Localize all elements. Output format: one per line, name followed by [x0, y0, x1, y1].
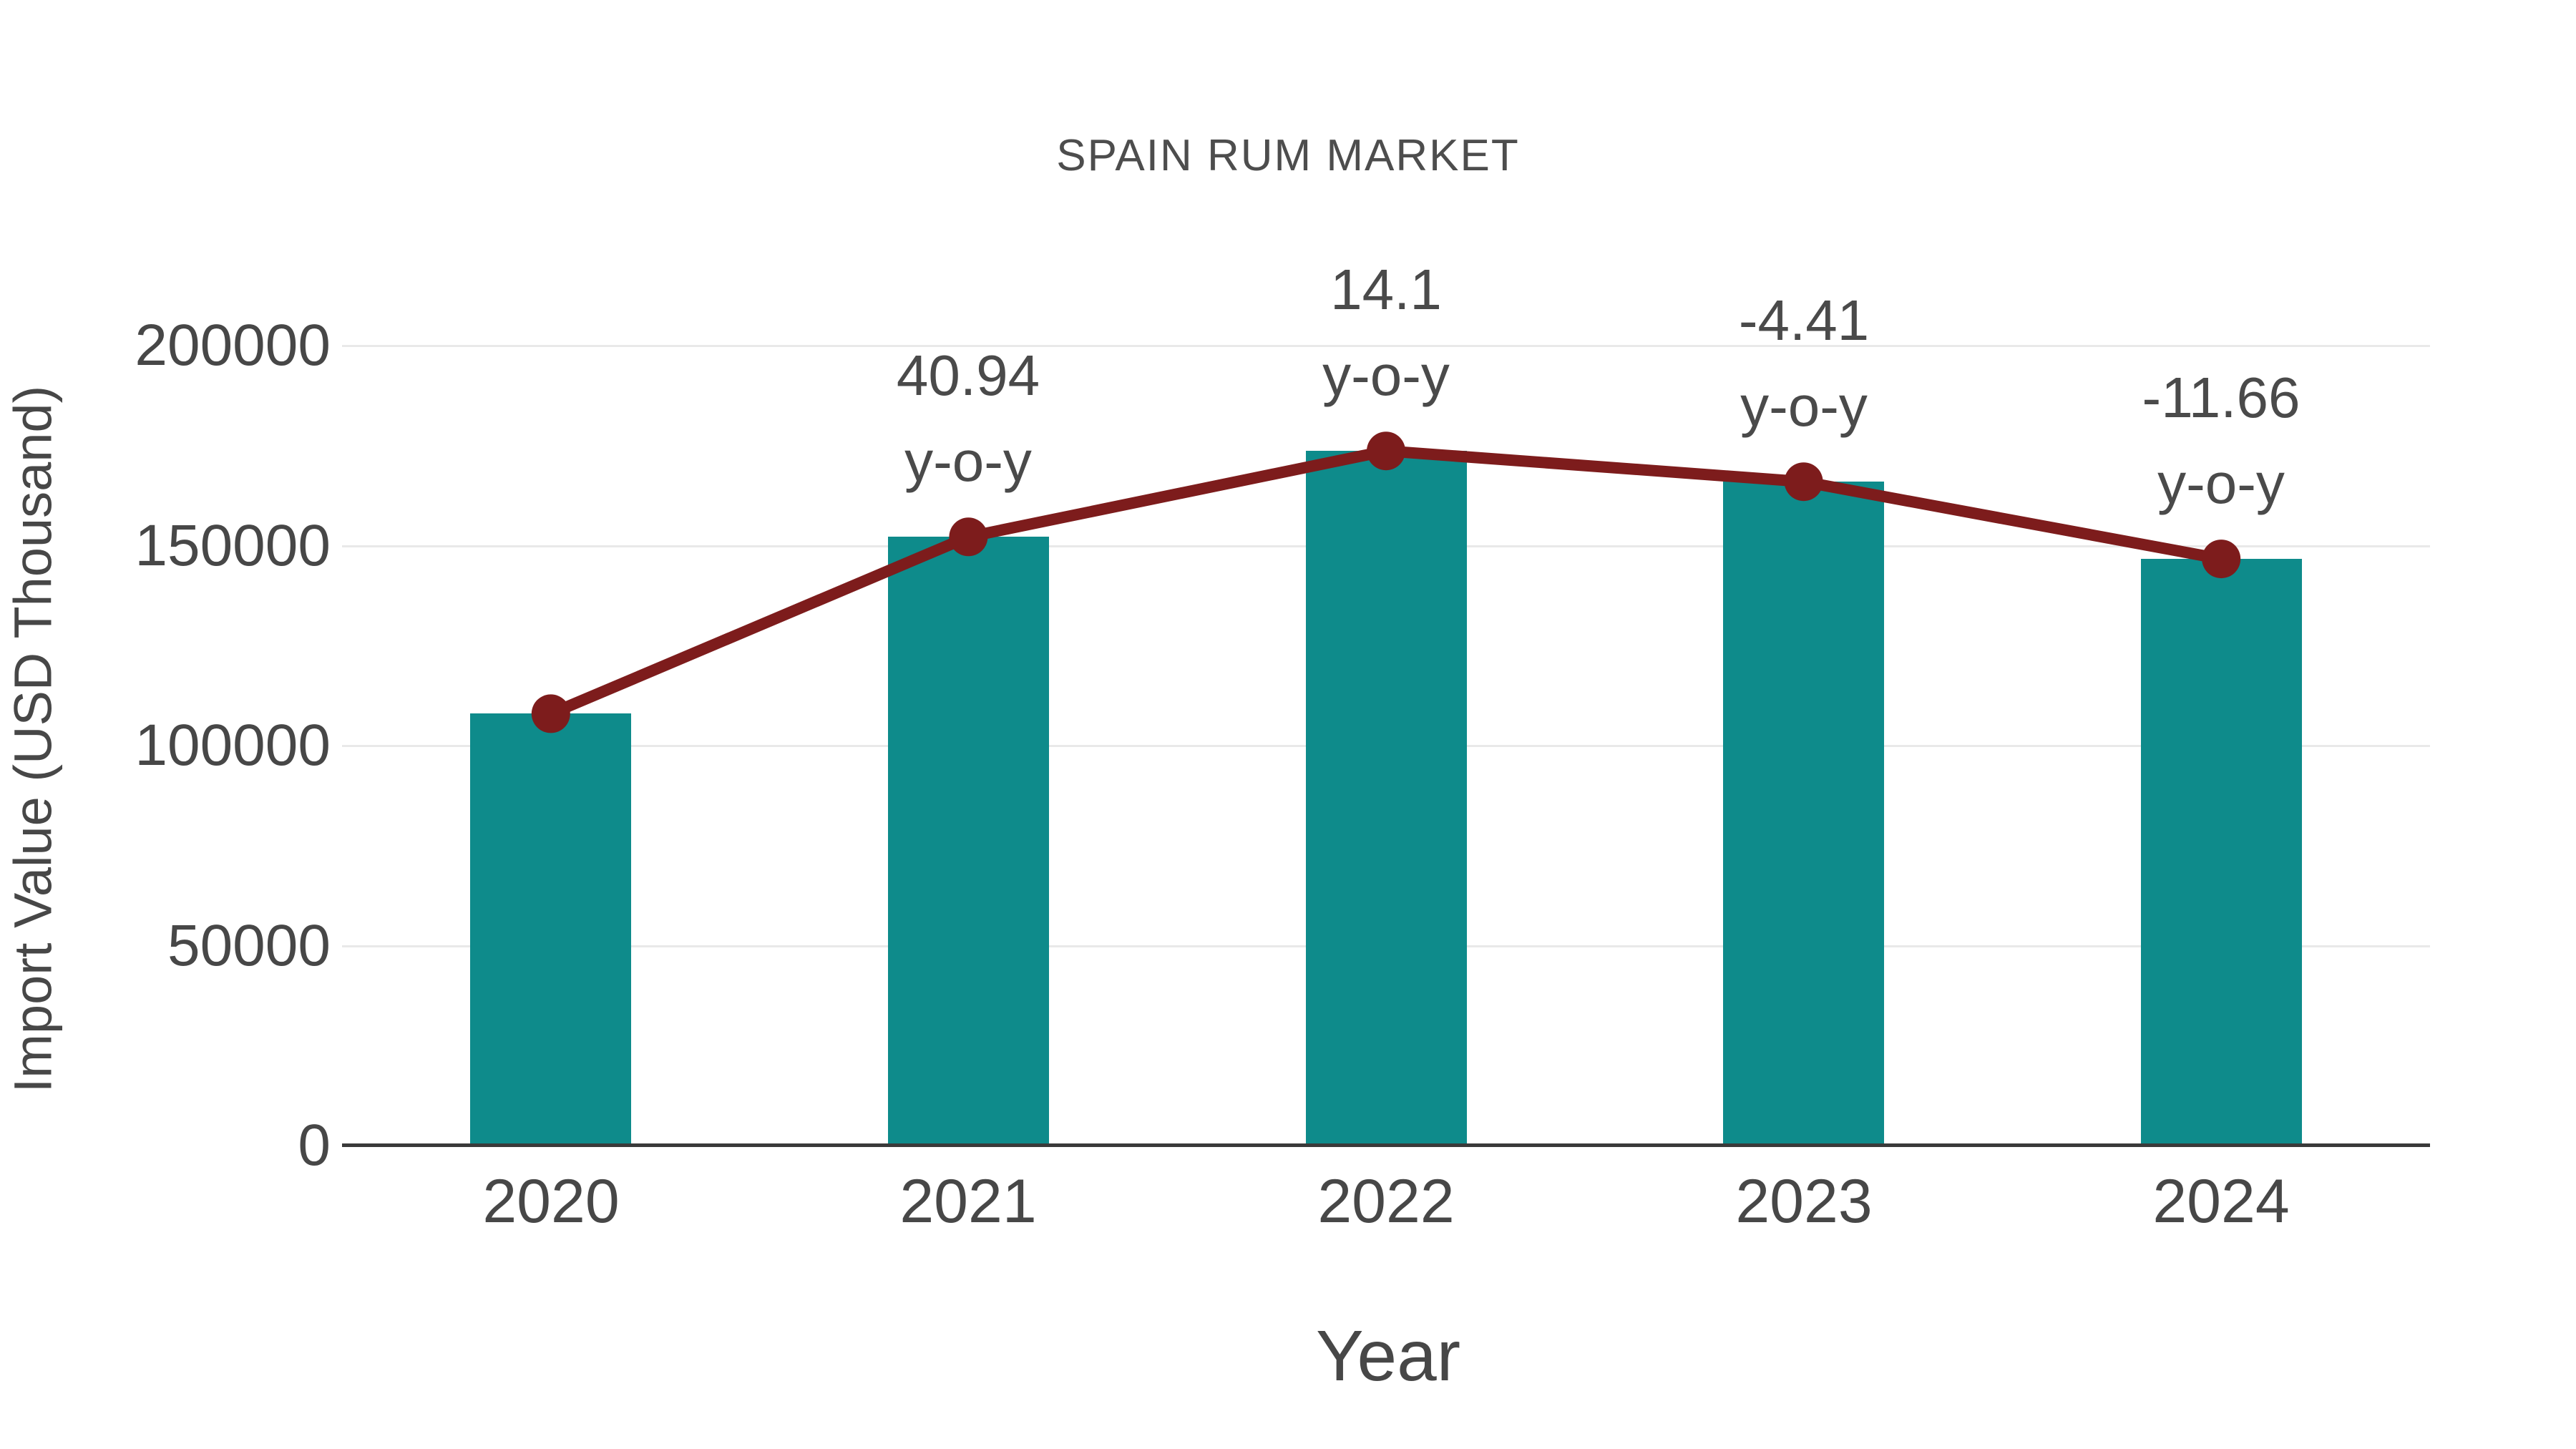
bar [888, 537, 1049, 1146]
annotation: 40.94 y-o-y [897, 333, 1040, 504]
bars-layer [342, 301, 2430, 1146]
annotation-value: 14.1 [1330, 258, 1442, 321]
bar [2141, 559, 2302, 1146]
trend-line-layer [531, 431, 2241, 733]
x-axis-title: Year [1315, 1316, 1461, 1396]
annotation-value: -4.41 [1738, 288, 1870, 352]
y-tick-label: 100000 [135, 713, 331, 779]
annotation-value: 40.94 [896, 343, 1040, 407]
y-tick-label: 150000 [135, 512, 331, 578]
x-axis-line [342, 1143, 2430, 1147]
x-tick-label: 2022 [1317, 1167, 1455, 1236]
chart-title: SPAIN RUM MARKET [1056, 131, 1520, 180]
trend-marker [1784, 462, 1823, 502]
x-tick-label: 2024 [2152, 1167, 2290, 1236]
bar [1306, 451, 1467, 1146]
gridline [342, 345, 2430, 348]
y-tick-label: 50000 [167, 912, 331, 978]
x-tick-label: 2021 [899, 1167, 1037, 1236]
bar [1723, 482, 1884, 1146]
trend-marker [1367, 431, 1405, 471]
trend-marker [531, 694, 570, 733]
y-tick-label: 0 [298, 1113, 331, 1178]
annotation-label: y-o-y [904, 429, 1032, 493]
annotation-value: -11.66 [2142, 366, 2301, 429]
annotation: -4.41 y-o-y [1739, 278, 1869, 449]
annotation: 14.1 y-o-y [1322, 247, 1450, 419]
trend-marker [949, 517, 988, 557]
x-tick-label: 2020 [482, 1167, 620, 1236]
annotation-label: y-o-y [1740, 374, 1868, 438]
annotation: -11.66 y-o-y [2142, 355, 2301, 527]
trend-marker [2202, 540, 2241, 579]
annotation-label: y-o-y [1322, 343, 1450, 407]
annotation-label: y-o-y [2157, 452, 2285, 515]
plot-area: 40.94 y-o-y 14.1 y-o-y -4.41 y-o-y -11.66 y-o-y [342, 258, 2430, 1147]
y-tick-label: 200000 [135, 313, 331, 379]
x-tick-label: 2023 [1735, 1167, 1873, 1236]
bar [470, 713, 631, 1146]
annotations-layer: 40.94 y-o-y 14.1 y-o-y -4.41 y-o-y -11.66 y-o-y [342, 258, 2430, 1146]
y-axis-ticks: 0 50000 100000 150000 200000 [0, 0, 331, 1449]
